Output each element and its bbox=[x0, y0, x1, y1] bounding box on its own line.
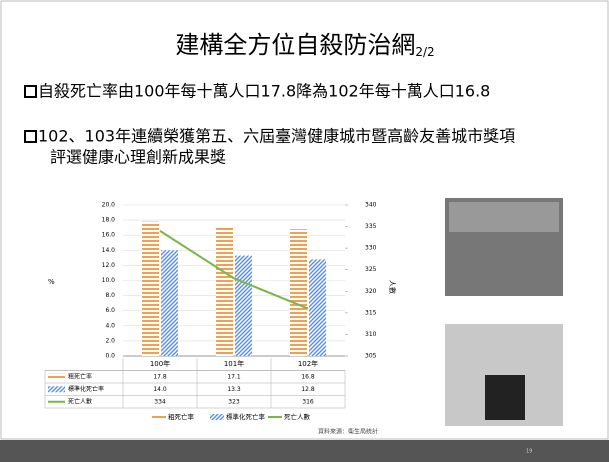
slide-frame bbox=[0, 0, 609, 440]
y-tick-label: 18.0 bbox=[102, 217, 116, 224]
y-axis-title: % bbox=[48, 278, 55, 286]
footer-band bbox=[0, 440, 609, 462]
y-tick-label: 10.0 bbox=[102, 277, 116, 284]
bullet: 自殺死亡率由100年每十萬人口17.8降為102年每十萬人口16.8 bbox=[38, 82, 490, 101]
x-tick-label: 100年 bbox=[150, 359, 170, 368]
row-label: 標準化死亡率 bbox=[68, 385, 104, 393]
bar bbox=[161, 250, 178, 356]
trophy bbox=[485, 375, 525, 420]
source-note: 資料來源：衛生局統計 bbox=[318, 428, 378, 436]
y-tick-label: 2.0 bbox=[105, 337, 115, 344]
bar bbox=[216, 226, 233, 356]
y2-axis-title: 人數 bbox=[388, 280, 397, 294]
y2-tick-label: 335 bbox=[365, 223, 377, 230]
line bbox=[159, 230, 309, 310]
x-tick-label: 101年 bbox=[224, 359, 244, 368]
x-tick-label: 102年 bbox=[298, 359, 318, 368]
y-tick-label: 14.0 bbox=[102, 247, 116, 254]
bullet-box bbox=[24, 85, 37, 98]
page-number: 19 bbox=[526, 449, 532, 455]
table-cell: 14.0 bbox=[153, 386, 167, 393]
table-cell: 316 bbox=[302, 398, 314, 405]
table-cell: 17.1 bbox=[227, 373, 241, 380]
legend-swatch bbox=[210, 414, 224, 420]
y2-tick-label: 330 bbox=[365, 245, 377, 252]
swatch bbox=[48, 386, 65, 393]
bar bbox=[235, 255, 252, 356]
y-tick-label: 8.0 bbox=[105, 292, 115, 299]
y2-tick-label: 310 bbox=[365, 331, 377, 338]
legend-label: 死亡人數 bbox=[284, 412, 311, 421]
y2-tick-label: 325 bbox=[365, 266, 377, 273]
bullet-box bbox=[24, 130, 37, 143]
y-tick-label: 6.0 bbox=[105, 307, 115, 314]
bar bbox=[290, 229, 307, 356]
row-label: 粗死亡率 bbox=[68, 372, 92, 380]
y-tick-label: 4.0 bbox=[105, 322, 115, 329]
title-text: 建構全方位自殺防治網 bbox=[175, 31, 415, 59]
y-tick-label: 20.0 bbox=[102, 202, 116, 209]
bar bbox=[309, 259, 326, 356]
slide-title: 建構全方位自殺防治網2/2 bbox=[175, 31, 434, 59]
title-sub: 2/2 bbox=[415, 45, 434, 59]
bar bbox=[142, 221, 159, 356]
photo-banner bbox=[449, 202, 559, 232]
bullet: 102、103年連續榮獲第五、六屆臺灣健康城市暨高齡友善城市獎項 bbox=[38, 127, 515, 146]
y2-tick-label: 305 bbox=[365, 353, 377, 360]
table-cell: 17.8 bbox=[153, 373, 167, 380]
table-cell: 334 bbox=[154, 398, 166, 405]
bullet-cont: 評選健康心理創新成果獎 bbox=[50, 148, 226, 167]
row-label: 死亡人數 bbox=[68, 397, 92, 405]
table-cell: 16.8 bbox=[301, 373, 315, 380]
table-cell: 12.8 bbox=[301, 386, 315, 393]
y-tick-label: 0.0 bbox=[105, 353, 115, 360]
table-cell: 13.3 bbox=[227, 386, 241, 393]
y2-tick-label: 340 bbox=[365, 202, 377, 209]
legend-label: 標準化死亡率 bbox=[226, 412, 266, 421]
table-cell: 323 bbox=[228, 398, 240, 405]
swatch bbox=[48, 373, 65, 380]
y2-tick-label: 315 bbox=[365, 309, 377, 316]
y-tick-label: 16.0 bbox=[102, 232, 116, 239]
y2-tick-label: 320 bbox=[365, 288, 377, 295]
legend-swatch bbox=[152, 414, 166, 420]
y-tick-label: 12.0 bbox=[102, 262, 116, 269]
legend-label: 粗死亡率 bbox=[168, 412, 195, 421]
